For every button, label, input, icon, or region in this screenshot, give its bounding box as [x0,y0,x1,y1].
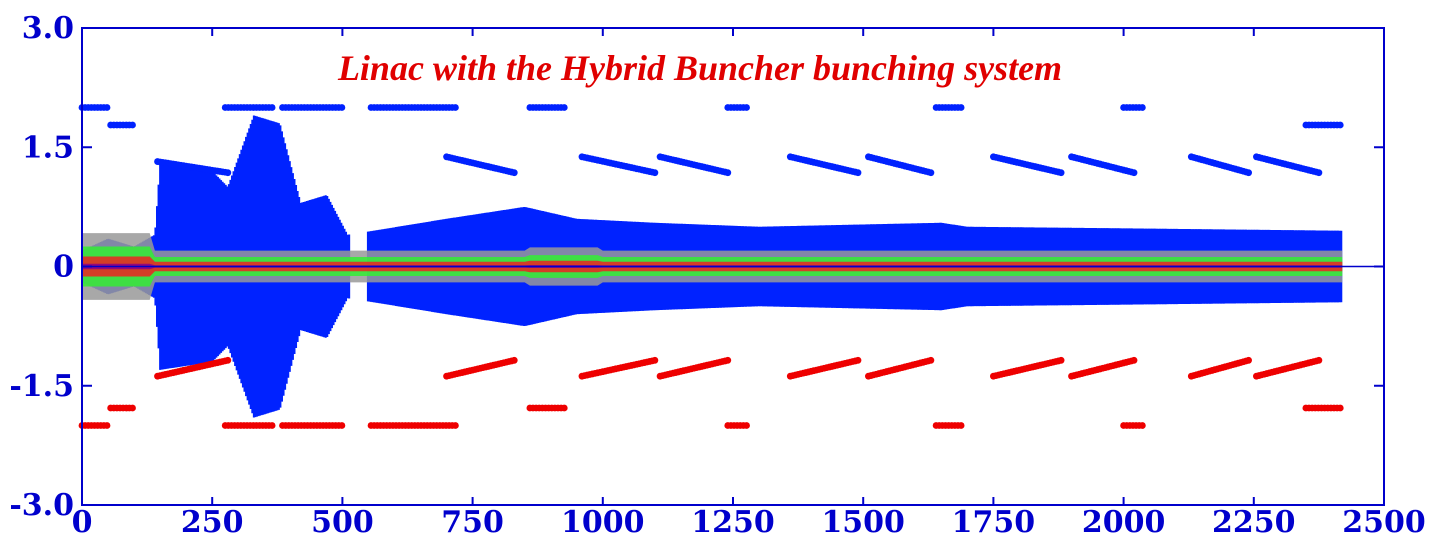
upper-plateau-point [560,104,568,111]
lower-ramp-point [724,356,732,364]
upper-ramp-point [1245,169,1252,177]
lower-plateau-point [268,422,276,429]
upper-plateau-point [268,104,276,111]
x-tick-label: 0 [72,505,93,538]
lower-plateau-point [103,422,111,429]
upper-plateau-point [1336,121,1344,129]
x-tick-label: 250 [181,505,244,538]
x-tick-label: 1500 [821,505,905,538]
lower-plateau-point [452,422,459,429]
lower-plateau-point [1138,422,1146,429]
y-tick-label: 3.0 [22,11,74,46]
lower-ramp-point [651,356,659,364]
upper-plateau-point [129,121,136,129]
y-axis: 3.0 1.5 0 -1.5 -3.0 [9,11,1384,523]
x-tick-label: 1000 [561,505,645,538]
lower-ramp-point [224,356,232,364]
upper-plateau-point [957,104,965,111]
x-tick-label: 2500 [1342,505,1426,538]
upper-ramp-point [854,169,862,177]
x-tick-label: 1750 [952,505,1036,538]
upper-ramp-point [1130,169,1138,177]
markers-layer [78,104,1344,429]
lower-plateau-point [1336,404,1344,412]
y-tick-label: -3.0 [9,488,74,523]
lower-ramp-point [510,356,518,364]
upper-plateau-point [338,104,346,111]
y-tick-label: 0 [53,250,74,285]
chart-title: Linac with the Hybrid Buncher bunching s… [337,48,1062,88]
lower-ramp-point [1130,356,1138,364]
upper-plateau-point [103,104,111,111]
y-tick-label: 1.5 [22,130,74,165]
upper-plateau-point [1138,104,1146,111]
y-tick-label: -1.5 [9,369,74,404]
upper-ramp-point [724,169,732,177]
x-tick-label: 2000 [1082,505,1166,538]
upper-plateau-point [452,104,459,111]
lower-ramp-point [1245,356,1252,364]
upper-plateau-point [743,104,750,111]
upper-ramp-point [510,169,518,177]
lower-plateau-point [957,422,965,429]
x-tick-label: 500 [311,505,374,538]
upper-ramp-point [224,169,232,177]
upper-ramp-point [651,169,659,177]
lower-plateau-point [743,422,750,429]
lower-plateau-point [129,404,136,412]
lower-plateau-point [338,422,346,429]
x-tick-label: 2250 [1212,505,1296,538]
x-axis: 0 250 500 750 1000 1250 1500 1750 2000 2250 2500 [72,28,1426,538]
lower-ramp-point [927,356,935,364]
upper-ramp-point [1315,169,1323,177]
lower-ramp-point [1315,356,1323,364]
x-tick-label: 750 [441,505,504,538]
upper-ramp-point [927,169,935,177]
lower-ramp-point [1057,356,1065,364]
upper-ramp-point [1057,169,1065,177]
lower-ramp-point [854,356,862,364]
x-tick-label: 1250 [691,505,775,538]
lower-plateau-point [560,404,568,412]
